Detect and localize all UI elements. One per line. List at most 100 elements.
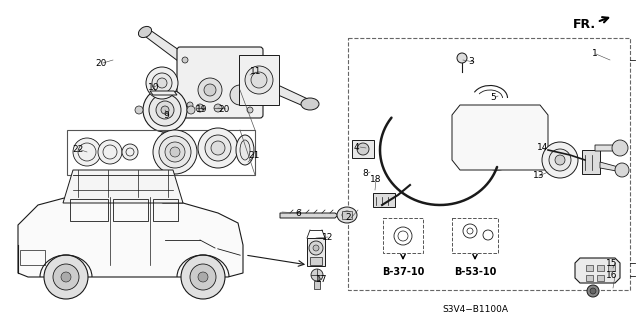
Circle shape: [198, 78, 222, 102]
Bar: [239, 55, 279, 105]
Circle shape: [612, 140, 628, 156]
Bar: [608, 265, 615, 271]
Bar: [314, 281, 320, 289]
Bar: [597, 275, 604, 281]
Bar: [494, 126, 500, 136]
Circle shape: [247, 107, 253, 113]
Text: 2: 2: [345, 213, 351, 222]
Circle shape: [615, 163, 629, 177]
Bar: [67, 130, 255, 175]
Circle shape: [152, 73, 172, 93]
Circle shape: [549, 149, 571, 171]
Bar: [373, 193, 395, 207]
Circle shape: [313, 245, 319, 251]
Circle shape: [587, 285, 599, 297]
Circle shape: [467, 110, 527, 170]
Bar: [352, 140, 374, 158]
Text: 20: 20: [218, 105, 229, 114]
Circle shape: [146, 67, 178, 99]
Bar: [452, 218, 498, 253]
Circle shape: [542, 142, 578, 178]
Bar: [153, 199, 178, 221]
Text: S3V4−B1100A: S3V4−B1100A: [442, 305, 508, 314]
Circle shape: [53, 264, 79, 290]
Circle shape: [198, 272, 208, 282]
Circle shape: [204, 84, 216, 96]
Polygon shape: [595, 145, 620, 151]
Circle shape: [161, 106, 169, 114]
Ellipse shape: [337, 207, 357, 223]
Ellipse shape: [236, 135, 254, 165]
Circle shape: [44, 255, 88, 299]
Polygon shape: [142, 30, 215, 85]
Circle shape: [161, 80, 169, 88]
Circle shape: [165, 142, 185, 162]
Ellipse shape: [301, 98, 319, 110]
Bar: [307, 238, 325, 266]
Polygon shape: [575, 258, 620, 283]
Polygon shape: [452, 105, 548, 170]
Circle shape: [98, 140, 122, 164]
Bar: [113, 199, 148, 221]
Bar: [348, 38, 630, 290]
Bar: [586, 275, 593, 281]
Circle shape: [153, 130, 197, 174]
Text: 22: 22: [72, 145, 83, 153]
Text: B-37-10: B-37-10: [382, 267, 424, 277]
Polygon shape: [600, 162, 622, 172]
Text: 14: 14: [537, 144, 548, 152]
Ellipse shape: [240, 140, 250, 160]
Circle shape: [182, 57, 188, 63]
Bar: [310, 257, 322, 265]
Circle shape: [143, 88, 187, 132]
Polygon shape: [280, 213, 338, 218]
Text: 18: 18: [370, 175, 381, 184]
Text: 21: 21: [248, 152, 259, 160]
Circle shape: [230, 85, 250, 105]
Circle shape: [159, 136, 191, 168]
Circle shape: [61, 272, 71, 282]
Bar: [582, 150, 600, 174]
FancyBboxPatch shape: [177, 47, 263, 118]
Text: 17: 17: [316, 276, 328, 285]
Text: 1: 1: [592, 49, 598, 58]
Circle shape: [122, 144, 138, 160]
Circle shape: [73, 138, 101, 166]
Circle shape: [135, 106, 143, 114]
Text: 9: 9: [163, 112, 169, 121]
Circle shape: [205, 135, 231, 161]
Circle shape: [357, 143, 369, 155]
Text: 6: 6: [295, 209, 301, 218]
Circle shape: [181, 255, 225, 299]
Polygon shape: [63, 170, 183, 203]
Circle shape: [214, 104, 222, 112]
Polygon shape: [248, 72, 310, 108]
Circle shape: [483, 126, 511, 154]
Text: 4: 4: [354, 143, 360, 152]
Text: 15: 15: [605, 258, 617, 268]
Circle shape: [211, 141, 225, 155]
Text: 16: 16: [605, 271, 617, 280]
Bar: [20, 250, 45, 265]
Circle shape: [190, 264, 216, 290]
Bar: [383, 218, 423, 253]
Circle shape: [490, 133, 504, 147]
Circle shape: [475, 118, 519, 162]
Circle shape: [187, 106, 195, 114]
Circle shape: [245, 66, 273, 94]
Circle shape: [157, 78, 167, 88]
Circle shape: [161, 132, 169, 140]
Circle shape: [590, 288, 596, 294]
Bar: [70, 199, 108, 221]
Text: 20: 20: [95, 58, 106, 68]
Bar: [586, 265, 593, 271]
Text: 5: 5: [490, 93, 496, 101]
Text: 8: 8: [362, 168, 368, 177]
Circle shape: [457, 53, 467, 63]
Ellipse shape: [138, 26, 152, 38]
Bar: [597, 265, 604, 271]
Circle shape: [170, 147, 180, 157]
Circle shape: [198, 128, 238, 168]
Circle shape: [555, 155, 565, 165]
Circle shape: [196, 104, 204, 112]
